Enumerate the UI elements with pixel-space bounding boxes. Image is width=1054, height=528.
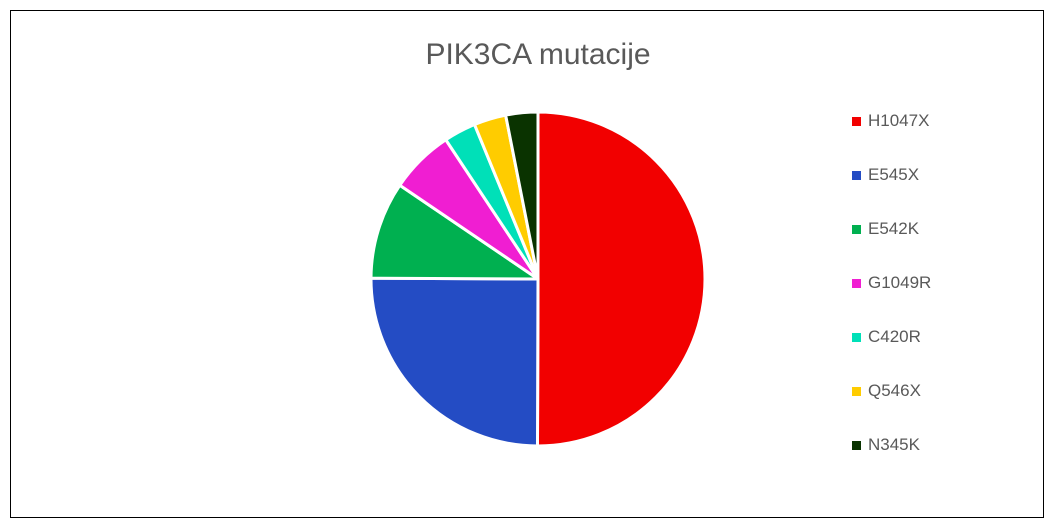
pie-slice-n345k xyxy=(504,110,540,281)
legend-item-c420r: C420R xyxy=(852,310,931,364)
pie-slice-e542k xyxy=(369,183,540,281)
legend-item-e542k: E542K xyxy=(852,202,931,256)
pie-slice-e545x xyxy=(369,276,540,448)
legend-item-e545x: E545X xyxy=(852,148,931,202)
legend-item-h1047x: H1047X xyxy=(852,94,931,148)
legend-swatch xyxy=(852,116,861,126)
legend-label: G1049R xyxy=(868,273,932,292)
legend-item-n345k: N345K xyxy=(852,418,931,472)
legend-item-g1049r: G1049R xyxy=(852,256,931,310)
legend-swatch xyxy=(852,170,861,180)
legend-label: E542K xyxy=(868,219,920,238)
legend-swatch xyxy=(852,278,861,288)
legend-label: E545X xyxy=(868,165,920,184)
legend-label: Q546X xyxy=(868,381,921,400)
pie-slice-h1047x xyxy=(535,110,707,448)
legend-swatch xyxy=(852,332,861,342)
legend-swatch xyxy=(852,440,861,450)
legend-swatch xyxy=(852,386,861,396)
legend-label: H1047X xyxy=(868,111,930,130)
legend-label: N345K xyxy=(868,435,920,454)
legend: H1047X E545X E542K G1049R C420R Q546X N345K xyxy=(852,94,931,472)
legend-item-q546x: Q546X xyxy=(852,364,931,418)
chart-title: PIK3CA mutacije xyxy=(425,38,651,71)
legend-label: C420R xyxy=(868,327,921,346)
pie-slices xyxy=(369,110,707,448)
legend-swatch xyxy=(852,224,861,234)
